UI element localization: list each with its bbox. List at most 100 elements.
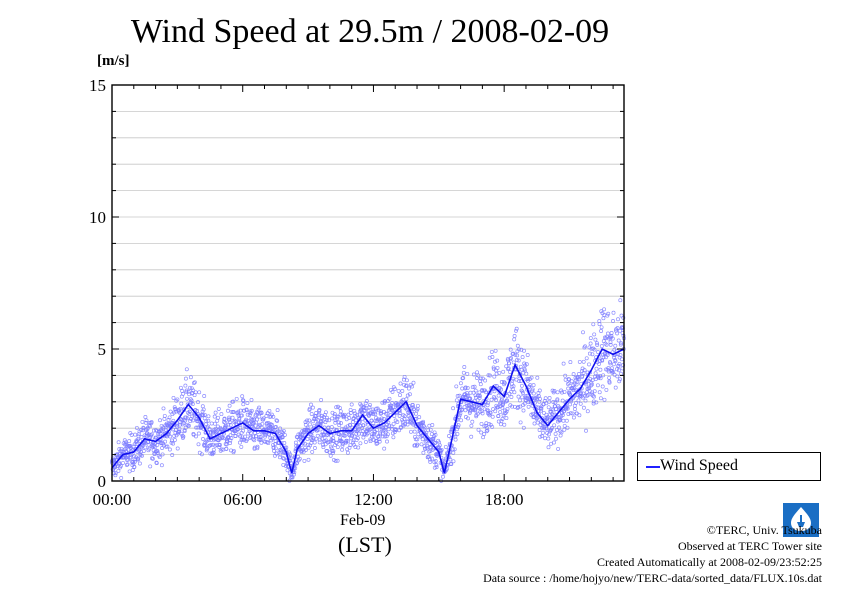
scatter-point xyxy=(598,396,603,401)
scatter-point xyxy=(421,419,426,424)
scatter-point xyxy=(621,315,626,320)
scatter-point xyxy=(160,452,165,457)
scatter-point xyxy=(356,445,361,450)
scatter-point xyxy=(153,445,158,450)
scatter-point xyxy=(196,442,201,447)
scatter-point xyxy=(358,441,363,446)
scatter-point xyxy=(138,438,143,443)
scatter-point xyxy=(433,459,438,463)
scatter-point xyxy=(562,427,567,432)
scatter-point xyxy=(483,423,488,428)
scatter-point xyxy=(383,425,388,430)
scatter-point xyxy=(451,450,456,455)
scatter-point xyxy=(618,298,623,303)
scatter-point xyxy=(522,348,526,353)
scatter-point xyxy=(572,381,577,386)
scatter-point xyxy=(475,370,480,375)
scatter-point xyxy=(241,398,246,403)
scatter-point xyxy=(497,370,502,375)
scatter-point xyxy=(180,433,185,438)
scatter-point xyxy=(239,444,244,449)
scatter-point xyxy=(201,437,205,441)
scatter-point xyxy=(502,380,507,385)
scatter-point xyxy=(452,447,457,452)
scatter-point xyxy=(564,418,569,423)
scatter-point xyxy=(234,396,239,401)
scatter-point xyxy=(323,410,328,415)
scatter-point xyxy=(409,429,413,434)
scatter-point xyxy=(303,445,308,450)
scatter-point xyxy=(544,426,549,431)
scatter-point xyxy=(376,408,381,413)
x-axis-timezone-label: (LST) xyxy=(338,532,392,557)
scatter-point xyxy=(517,398,522,403)
scatter-point xyxy=(517,347,521,352)
scatter-point xyxy=(588,341,593,346)
y-axis-unit: [m/s] xyxy=(97,53,130,69)
scatter-point xyxy=(482,432,487,436)
scatter-points xyxy=(110,298,626,483)
scatter-point xyxy=(512,390,517,395)
scatter-point xyxy=(220,435,225,440)
scatter-point xyxy=(235,427,240,432)
scatter-point xyxy=(507,391,512,396)
scatter-point xyxy=(361,423,366,428)
scatter-point xyxy=(363,401,368,406)
scatter-point xyxy=(252,438,257,443)
scatter-point xyxy=(245,412,250,417)
scatter-point xyxy=(127,439,132,444)
scatter-point xyxy=(553,400,558,405)
scatter-point xyxy=(421,450,426,455)
y-tick-label: 5 xyxy=(98,340,107,359)
scatter-point xyxy=(499,419,504,424)
scatter-point xyxy=(494,383,499,388)
scatter-point xyxy=(482,407,487,412)
scatter-point xyxy=(404,384,408,389)
scatter-point xyxy=(229,436,234,441)
scatter-point xyxy=(595,341,599,346)
scatter-point xyxy=(410,384,415,389)
scatter-point xyxy=(493,348,498,353)
scatter-point xyxy=(306,457,311,462)
scatter-point xyxy=(562,423,567,428)
scatter-point xyxy=(347,433,352,438)
scatter-point xyxy=(329,425,334,430)
scatter-point xyxy=(378,411,383,416)
scatter-point xyxy=(327,418,332,423)
scatter-point xyxy=(509,356,513,360)
scatter-point xyxy=(385,439,389,444)
scatter-point xyxy=(616,317,620,322)
scatter-point xyxy=(168,434,173,439)
scatter-point xyxy=(594,400,599,405)
scatter-point xyxy=(381,417,386,421)
scatter-point xyxy=(461,370,466,375)
scatter-point xyxy=(148,424,152,429)
scatter-point xyxy=(593,371,598,376)
scatter-point xyxy=(543,436,548,441)
scatter-point xyxy=(188,385,192,390)
scatter-point xyxy=(602,307,607,312)
scatter-point xyxy=(518,420,523,425)
scatter-point xyxy=(219,447,224,452)
scatter-point xyxy=(342,412,347,417)
scatter-point xyxy=(549,426,554,430)
scatter-point xyxy=(619,341,624,346)
scatter-point xyxy=(181,434,186,439)
scatter-point xyxy=(537,428,542,432)
scatter-point xyxy=(577,377,582,382)
scatter-point xyxy=(175,397,180,402)
scatter-point xyxy=(495,358,500,363)
scatter-point xyxy=(469,434,474,439)
scatter-point xyxy=(413,437,418,442)
scatter-point xyxy=(515,343,520,348)
scatter-point xyxy=(613,343,618,348)
scatter-point xyxy=(221,436,226,441)
scatter-point xyxy=(437,443,442,448)
scatter-point xyxy=(348,443,353,448)
scatter-point xyxy=(333,420,338,425)
scatter-point xyxy=(615,374,620,379)
scatter-point xyxy=(243,434,248,439)
scatter-point xyxy=(249,397,254,402)
scatter-point xyxy=(348,423,353,428)
scatter-point xyxy=(415,442,420,447)
